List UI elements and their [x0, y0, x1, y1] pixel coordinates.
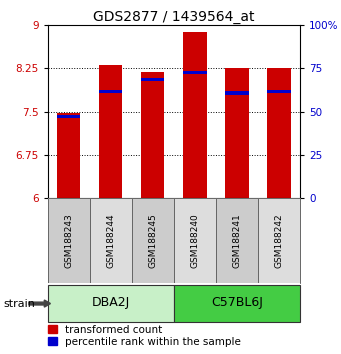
Bar: [183, 71, 207, 74]
Bar: [90, 198, 132, 283]
Bar: [183, 32, 207, 198]
Bar: [48, 285, 174, 322]
Bar: [99, 65, 122, 198]
Text: C57BL6J: C57BL6J: [211, 296, 263, 309]
Text: GSM188241: GSM188241: [233, 213, 241, 268]
Bar: [132, 198, 174, 283]
Bar: [174, 198, 216, 283]
Text: DBA2J: DBA2J: [92, 296, 130, 309]
Text: GSM188243: GSM188243: [64, 213, 73, 268]
Bar: [267, 68, 291, 198]
Bar: [99, 90, 122, 93]
Bar: [225, 91, 249, 95]
Bar: [216, 198, 258, 283]
Text: GSM188245: GSM188245: [148, 213, 158, 268]
Text: GSM188244: GSM188244: [106, 213, 115, 268]
Bar: [174, 285, 300, 322]
Bar: [258, 198, 300, 283]
Legend: transformed count, percentile rank within the sample: transformed count, percentile rank withi…: [46, 322, 243, 349]
Bar: [57, 115, 80, 118]
Bar: [267, 90, 291, 93]
Bar: [141, 78, 164, 81]
Bar: [225, 68, 249, 198]
Text: strain: strain: [3, 298, 35, 309]
Text: GSM188242: GSM188242: [275, 213, 284, 268]
Text: GSM188240: GSM188240: [190, 213, 199, 268]
Bar: [141, 72, 164, 198]
Bar: [57, 113, 80, 198]
Bar: [48, 198, 90, 283]
Title: GDS2877 / 1439564_at: GDS2877 / 1439564_at: [93, 10, 255, 24]
